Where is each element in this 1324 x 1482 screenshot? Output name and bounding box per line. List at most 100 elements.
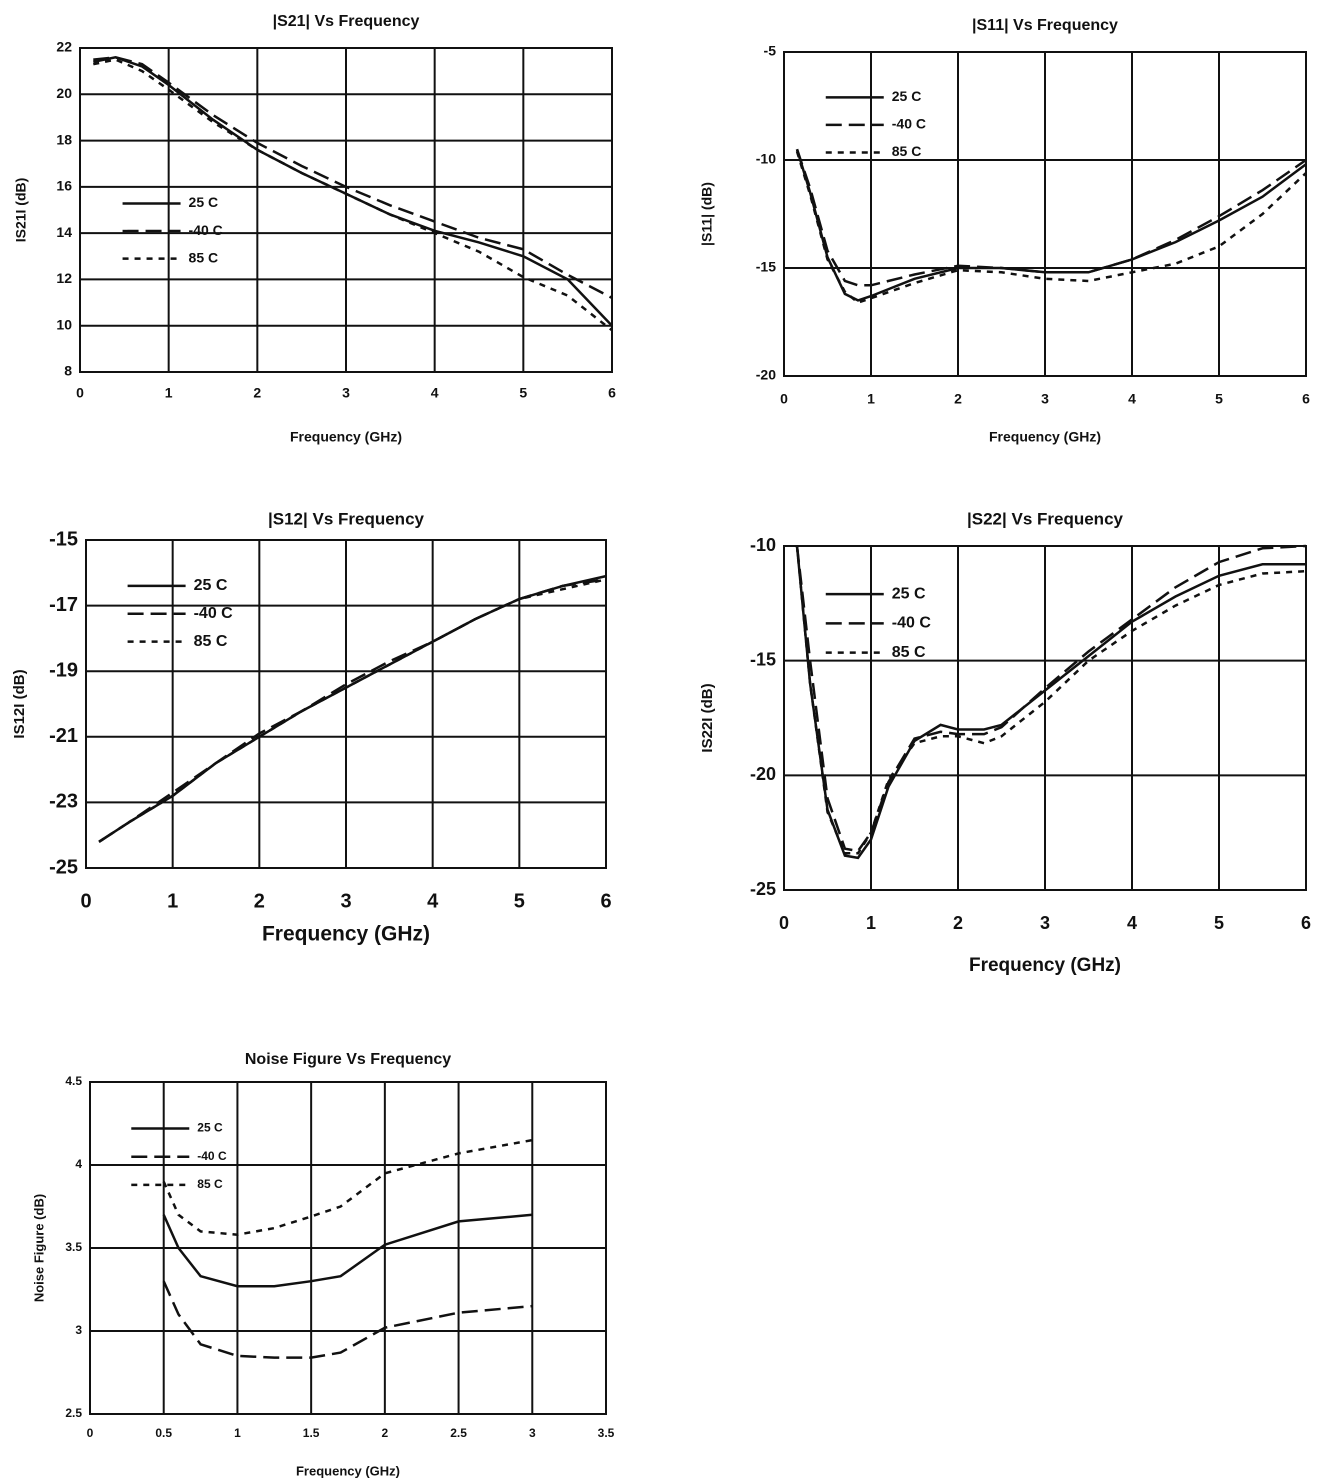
x-tick-label: 4	[1128, 391, 1136, 407]
y-tick-label: -10	[750, 535, 776, 555]
legend-label: 25 C	[892, 585, 926, 602]
legend-label: 25 C	[892, 88, 922, 104]
x-tick-label: 6	[1302, 391, 1310, 407]
y-tick-label: -15	[49, 528, 78, 550]
y-axis-label: IS12I (dB)	[11, 669, 28, 738]
series-line	[795, 148, 1307, 287]
x-tick-label: 4	[1127, 913, 1137, 933]
y-tick-label: -15	[750, 649, 776, 669]
y-tick-label: 16	[56, 178, 72, 194]
series-line	[795, 148, 1307, 302]
chart-title: |S21| Vs Frequency	[273, 13, 420, 30]
legend-label: 85 C	[892, 143, 922, 159]
x-axis-label: Frequency (GHz)	[290, 429, 402, 445]
y-axis-label: Noise Figure (dB)	[31, 1194, 46, 1302]
legend-label: -40 C	[194, 605, 234, 622]
legend-label: 25 C	[197, 1121, 223, 1135]
x-tick-label: 1	[866, 913, 876, 933]
series-line	[795, 545, 1306, 860]
legend-label: -40 C	[892, 116, 926, 132]
y-tick-label: 10	[56, 316, 72, 332]
y-axis-label: IS22I (dB)	[699, 683, 716, 752]
x-tick-label: 1	[165, 385, 173, 401]
series-line	[795, 151, 1307, 305]
y-tick-label: 20	[56, 85, 72, 101]
x-tick-label: 2	[254, 890, 265, 912]
x-tick-label: 0	[80, 890, 91, 912]
chart-title: |S22| Vs Frequency	[967, 509, 1124, 528]
y-tick-label: -17	[49, 594, 78, 616]
y-tick-label: 18	[56, 131, 72, 147]
legend-label: -40 C	[189, 222, 223, 238]
legend-label: 85 C	[194, 633, 228, 650]
x-tick-label: 1	[234, 1426, 241, 1440]
y-tick-label: 3	[75, 1323, 82, 1337]
y-tick-label: -5	[764, 43, 777, 59]
y-tick-label: 4.5	[65, 1074, 82, 1088]
plot-frame	[79, 47, 613, 373]
x-tick-label: 6	[608, 385, 616, 401]
x-tick-label: 0	[779, 913, 789, 933]
x-tick-label: 0	[76, 385, 84, 401]
x-tick-label: 3	[340, 890, 351, 912]
series-line	[162, 1138, 533, 1236]
x-tick-label: 4	[431, 385, 439, 401]
y-tick-label: -21	[49, 725, 78, 747]
y-tick-label: -25	[49, 856, 78, 878]
y-tick-label: -25	[750, 879, 776, 899]
x-tick-label: 3.5	[598, 1426, 615, 1440]
x-tick-label: 2	[954, 391, 962, 407]
series-line	[795, 544, 1307, 853]
legend-label: 85 C	[892, 644, 926, 661]
x-tick-label: 3	[529, 1426, 536, 1440]
x-axis-label: Frequency (GHz)	[969, 955, 1121, 976]
plot-frame	[85, 539, 607, 869]
y-tick-label: -10	[756, 151, 776, 167]
legend-label: 85 C	[189, 249, 219, 265]
y-tick-label: -20	[756, 367, 776, 383]
x-tick-label: 2	[953, 913, 963, 933]
x-tick-label: 4	[427, 890, 439, 912]
x-axis-label: Frequency (GHz)	[989, 429, 1101, 445]
y-tick-label: 3.5	[65, 1240, 82, 1254]
y-axis-label: |S11| (dB)	[699, 182, 715, 246]
chart-title: Noise Figure Vs Frequency	[245, 1051, 451, 1068]
plot-frame	[783, 51, 1307, 377]
x-tick-label: 6	[1301, 913, 1311, 933]
legend-label: -40 C	[892, 615, 932, 632]
y-tick-label: 2.5	[65, 1406, 82, 1420]
x-tick-label: 5	[519, 385, 527, 401]
y-tick-label: 4	[75, 1157, 82, 1171]
chart-title: |S12| Vs Frequency	[268, 509, 425, 528]
x-tick-label: 2	[253, 385, 261, 401]
legend-label: 25 C	[194, 577, 228, 594]
chart-title: |S11| Vs Frequency	[972, 17, 1118, 34]
series-line	[93, 56, 613, 327]
series-line	[162, 1280, 533, 1359]
x-tick-label: 2.5	[450, 1426, 467, 1440]
legend-label: -40 C	[197, 1149, 227, 1163]
series-line	[93, 58, 613, 332]
x-tick-label: 0.5	[155, 1426, 172, 1440]
x-tick-label: 3	[1040, 913, 1050, 933]
y-tick-label: -20	[750, 764, 776, 784]
x-tick-label: 5	[1215, 391, 1223, 407]
series-line	[162, 1213, 533, 1288]
x-axis-label: Frequency (GHz)	[262, 923, 430, 946]
x-tick-label: 5	[1214, 913, 1224, 933]
x-tick-label: 3	[342, 385, 350, 401]
plot-frame	[89, 1081, 607, 1415]
legend-label: 85 C	[197, 1177, 223, 1191]
y-tick-label: 8	[64, 363, 72, 379]
plot-frame	[783, 545, 1307, 891]
y-tick-label: 14	[56, 224, 72, 240]
series-line	[98, 578, 607, 843]
y-axis-label: IS21I (dB)	[13, 178, 29, 243]
series-line	[98, 578, 607, 843]
y-tick-label: -23	[49, 791, 78, 813]
x-tick-label: 1	[867, 391, 875, 407]
x-tick-label: 3	[1041, 391, 1049, 407]
x-tick-label: 0	[87, 1426, 94, 1440]
